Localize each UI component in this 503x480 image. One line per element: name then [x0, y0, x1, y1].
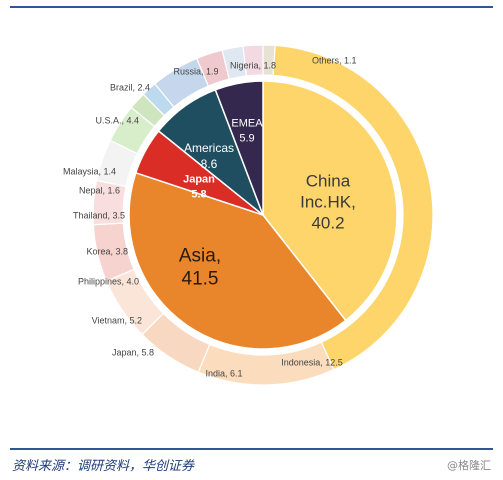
inner-label-china-inc-hk-2: 40.2	[311, 213, 344, 232]
inner-label-americas-0: Americas	[184, 141, 234, 155]
outer-label-malaysia: Malaysia, 1.4	[63, 166, 116, 176]
top-rule	[10, 6, 493, 8]
inner-label-asia-0: Asia,	[179, 246, 221, 267]
inner-slice-emea	[214, 80, 264, 216]
inner-label-emea-0: EMEA	[231, 117, 263, 129]
inner-label-asia-1: 41.5	[182, 269, 219, 290]
outer-labels: Others, 1.1 Nigeria, 1.8 Russia, 1.9 Brazil…	[63, 55, 357, 378]
inner-label-china-inc-hk-0: China	[306, 171, 351, 190]
outer-label-vietnam: Vietnam, 5.2	[92, 315, 142, 325]
outer-label-indonesia: Indonesia, 12.5	[281, 357, 343, 367]
outer-label-philippines: Philippines, 4.0	[78, 276, 139, 286]
sunburst-chart: China Inc.HK, 40.2 Asia,41.5 Japan 5.8 America…	[63, 44, 434, 386]
watermark: @格隆汇	[447, 459, 491, 472]
outer-ring	[92, 44, 434, 386]
inner-labels: China Inc.HK, 40.2 Asia,41.5 Japan 5.8 America…	[179, 117, 356, 289]
outer-label-india: India, 6.1	[205, 368, 242, 378]
inner-label-china-inc-hk-1: Inc.HK,	[300, 192, 356, 211]
outer-label-thailand: Thailand, 3.5	[73, 210, 125, 220]
outer-label-korea: Korea, 3.8	[86, 246, 128, 256]
inner-slice-asia	[128, 171, 347, 350]
outer-label-brazil: Brazil, 2.4	[110, 82, 150, 92]
outer-label-others: Others, 1.1	[312, 55, 357, 65]
inner-label-americas-1: 8.6	[201, 157, 218, 171]
outer-slice-nigeria	[242, 44, 264, 77]
bottom-rule	[10, 448, 493, 450]
source-note: 资料来源：调研资料，华创证券	[12, 459, 195, 474]
inner-label-japan-1: 5.8	[191, 188, 206, 200]
inner-label-emea-1: 5.9	[239, 132, 254, 144]
outer-label-japan: Japan, 5.8	[112, 347, 154, 357]
outer-label-nigeria: Nigeria, 1.8	[230, 60, 276, 70]
inner-label-japan-0: Japan	[183, 173, 215, 185]
outer-label-russia: Russia, 1.9	[173, 66, 218, 76]
inner-slice-china-inc-hk	[262, 80, 398, 322]
outer-label-u-s-a: U.S.A., 4.4	[95, 115, 139, 125]
inner-pie	[128, 80, 398, 350]
outer-label-nepal: Nepal, 1.6	[79, 185, 120, 195]
